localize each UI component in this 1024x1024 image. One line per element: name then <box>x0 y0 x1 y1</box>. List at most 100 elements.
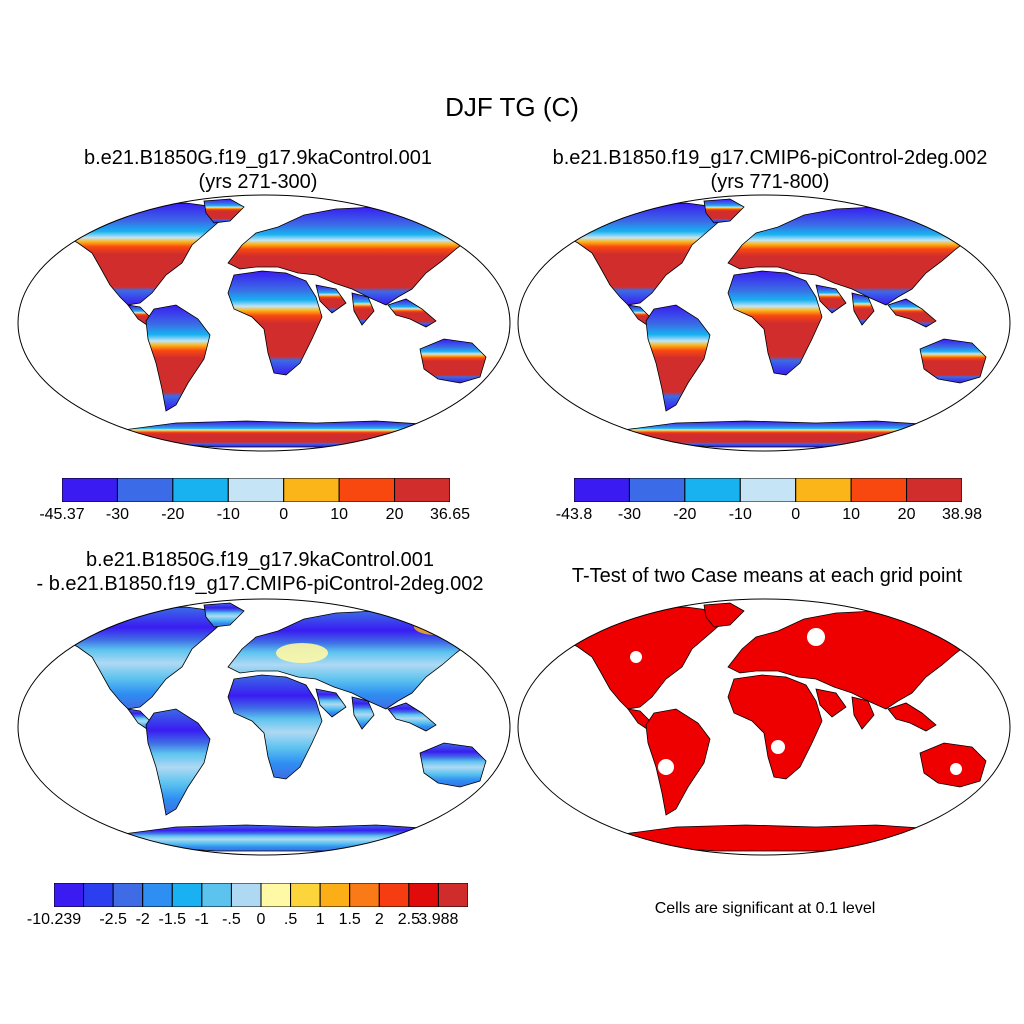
land-arabia <box>315 284 347 314</box>
significance-note: Cells are significant at 0.1 level <box>654 900 876 917</box>
map-panel-4 <box>517 598 1011 856</box>
colorbar-box <box>319 883 351 907</box>
land-india <box>351 696 375 730</box>
main-title: DJF TG (C) <box>445 92 579 122</box>
land-india <box>851 292 875 326</box>
land-africa <box>227 270 323 376</box>
panel-1-title: b.e21.B1850G.f19_g17.9kaControl.001 (yrs… <box>28 146 488 194</box>
map-border <box>517 194 1011 452</box>
map-border <box>17 194 511 452</box>
land-arabia <box>815 688 847 718</box>
colorbar-box <box>394 478 450 502</box>
colorbar-boxes <box>62 478 450 502</box>
colorbar-boxes <box>54 883 468 907</box>
colorbar-box <box>338 478 396 502</box>
colorbar-box <box>201 883 232 907</box>
colorbar-tick-label: 0 <box>279 506 289 523</box>
panel-3-title: b.e21.B1850G.f19_g17.9kaControl.001 - b.… <box>0 548 520 596</box>
colorbar-box <box>378 883 410 907</box>
colorbar-box <box>283 478 340 502</box>
land-antarctica <box>115 824 469 852</box>
colorbar-tick-label: 36.65 <box>429 506 471 523</box>
panel-2-title-line1: b.e21.B1850.f19_g17.CMIP6-piControl-2deg… <box>552 147 988 169</box>
land-antarctica <box>615 824 969 852</box>
land-arabia <box>815 284 847 314</box>
colorbar-tick-label: -10.239 <box>26 911 82 928</box>
colorbar-box <box>684 478 741 502</box>
land-australia <box>419 742 487 788</box>
land-seAsia <box>887 298 937 328</box>
colorbar-box <box>112 883 144 907</box>
land-antarctica <box>115 420 469 448</box>
colorbar-tick-label: 2.5 <box>397 911 420 928</box>
colorbar-box <box>850 478 908 502</box>
land-seAsia <box>887 702 937 732</box>
colorbar-tick-label: -20 <box>673 506 697 523</box>
colorbar-tick-label: -30 <box>617 506 641 523</box>
land-africa <box>227 674 323 780</box>
land-india <box>351 292 375 326</box>
colorbar-box <box>349 883 380 907</box>
non-significant-cell <box>950 763 962 775</box>
warm-anomaly-europe <box>276 643 328 663</box>
colorbar-tick-label: .5 <box>283 911 298 928</box>
colorbar-box <box>54 883 85 907</box>
colorbar-tick-label: 20 <box>897 506 916 523</box>
colorbar-box <box>230 883 262 907</box>
map-border <box>17 598 511 856</box>
warm-anomaly-siberia <box>414 619 458 635</box>
colorbar-box <box>142 883 173 907</box>
colorbar-box <box>408 883 439 907</box>
land-southAmerica <box>145 304 211 412</box>
colorbar-tick-label: -2 <box>135 911 150 928</box>
colorbar-tick-label: 3.988 <box>418 911 459 928</box>
colorbar-box <box>116 478 174 502</box>
colorbar-box <box>739 478 797 502</box>
colorbar-box <box>62 478 118 502</box>
map-panel-1 <box>17 194 511 452</box>
colorbar-tick-label: 10 <box>330 506 349 523</box>
land-india <box>851 696 875 730</box>
colorbar-tick-label: 20 <box>385 506 404 523</box>
map-panel-3 <box>17 598 511 856</box>
land-arabia <box>315 688 347 718</box>
colorbar-box <box>171 883 203 907</box>
non-significant-cell <box>658 759 674 775</box>
colorbar-tick-label: 38.98 <box>941 506 983 523</box>
land-northAmerica <box>55 606 223 710</box>
colorbar-box <box>795 478 852 502</box>
panel-3-title-line2: - b.e21.B1850.f19_g17.CMIP6-piControl-2d… <box>36 573 484 595</box>
colorbar-tick-label: -2.5 <box>99 911 127 928</box>
map-border <box>517 598 1011 856</box>
colorbar-tick-label: 0 <box>256 911 266 928</box>
non-significant-cell <box>771 740 785 754</box>
land-northAmerica <box>55 202 223 306</box>
colorbar-box <box>172 478 229 502</box>
land-australia <box>919 338 987 384</box>
land-greenland <box>203 198 245 224</box>
colorbar-tick-label: 2 <box>374 911 384 928</box>
land-northAmerica <box>555 202 723 306</box>
panel-4-title: T-Test of two Case means at each grid po… <box>571 565 963 587</box>
colorbar-tick-label: -45.37 <box>39 506 85 523</box>
land-southAmerica <box>145 708 211 816</box>
colorbar-box <box>290 883 321 907</box>
colorbar-box <box>260 883 292 907</box>
panel-2-title: b.e21.B1850.f19_g17.CMIP6-piControl-2deg… <box>514 146 1024 194</box>
panel-2-title-line2: (yrs 771-800) <box>710 171 830 193</box>
land-eurasia <box>727 610 975 710</box>
land-southAmerica <box>645 304 711 412</box>
land-africa <box>727 674 823 780</box>
colorbar-tick-label: 0 <box>791 506 801 523</box>
land-greenland <box>703 602 745 628</box>
land-eurasia <box>227 610 475 710</box>
panel-1-title-line2: (yrs 271-300) <box>198 171 318 193</box>
colorbar-boxes <box>574 478 962 502</box>
colorbar-tick-label: 10 <box>842 506 861 523</box>
colorbar-tick-label: 1.5 <box>338 911 361 928</box>
colorbar-tick-label: -1.5 <box>158 911 187 928</box>
panel-3-title-line1: b.e21.B1850G.f19_g17.9kaControl.001 <box>85 549 435 571</box>
colorbar-box <box>906 478 962 502</box>
colorbar-panel-1: -45.37 -30 -20 -10 0 10 20 36.65 <box>39 478 470 523</box>
land-australia <box>419 338 487 384</box>
